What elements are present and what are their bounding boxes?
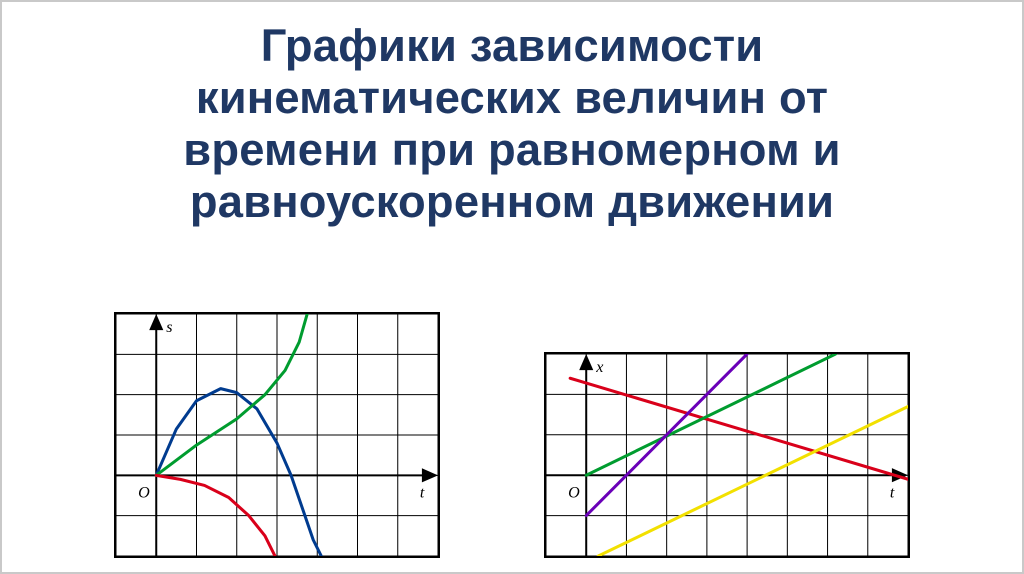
svg-text:O: O — [138, 485, 150, 502]
svg-text:s: s — [166, 319, 172, 336]
right-chart-svg: t x O — [544, 352, 910, 558]
right-chart: t x O — [544, 352, 910, 558]
svg-text:O: O — [568, 484, 580, 501]
slide: Графики зависимостикинематических величи… — [0, 0, 1024, 574]
page-title: Графики зависимостикинематических величи… — [2, 2, 1022, 229]
yellow-ascending-low — [598, 407, 908, 556]
svg-text:t: t — [890, 484, 895, 501]
red-descending — [570, 378, 908, 479]
left-chart-svg: t s O — [114, 312, 440, 558]
svg-text:t: t — [420, 485, 425, 502]
svg-text:x: x — [595, 359, 604, 376]
left-chart: t s O — [114, 312, 440, 558]
blue-parabola — [156, 389, 321, 556]
charts-row: t s O t x O — [2, 312, 1022, 558]
green-ascending — [586, 354, 835, 475]
